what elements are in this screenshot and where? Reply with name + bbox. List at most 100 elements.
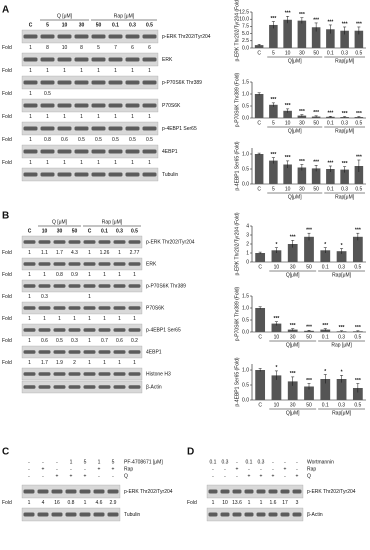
band xyxy=(57,172,72,177)
bar xyxy=(297,167,307,184)
group-label: Q[μM] xyxy=(286,342,300,348)
fold-value: 1 xyxy=(131,68,134,74)
condition-value: 0.1 xyxy=(246,459,253,465)
fold-value: 1 xyxy=(212,500,215,506)
condition-value: + xyxy=(56,473,59,479)
condition-value: - xyxy=(112,473,114,479)
band xyxy=(256,489,266,494)
band xyxy=(83,385,96,389)
condition-value: - xyxy=(236,473,238,479)
condition-value: + xyxy=(236,466,239,472)
band xyxy=(53,284,66,288)
fold-value: 0.5 xyxy=(129,137,136,143)
band xyxy=(91,149,106,154)
band xyxy=(91,103,106,108)
blot-strip xyxy=(21,144,159,159)
bar xyxy=(340,117,349,118)
x-tick-label: C xyxy=(258,264,262,270)
band xyxy=(57,80,72,85)
band xyxy=(51,512,63,517)
bar xyxy=(255,253,266,262)
significance: *** xyxy=(342,161,348,167)
significance: *** xyxy=(285,103,291,109)
band xyxy=(53,240,66,244)
y-tick-label: 2 xyxy=(246,241,249,247)
band xyxy=(38,284,51,288)
band xyxy=(220,489,230,494)
band xyxy=(38,350,51,354)
fold-value: 6 xyxy=(148,45,151,51)
blot-strip xyxy=(21,75,159,90)
x-tick-label: 50 xyxy=(306,334,312,340)
x-tick-label: 0.1 xyxy=(327,50,334,56)
x-tick-label: 50 xyxy=(313,186,319,192)
x-tick-label: 10 xyxy=(274,334,280,340)
blot-strip xyxy=(21,279,143,293)
x-tick-label: 30 xyxy=(299,120,305,126)
fold-value: 1 xyxy=(103,316,106,322)
lane-label: 50 xyxy=(96,22,102,28)
band xyxy=(74,172,89,177)
bar xyxy=(269,104,278,118)
condition-value: 1 xyxy=(98,459,101,465)
band xyxy=(74,103,89,108)
fold-value: 2.9 xyxy=(110,500,117,506)
significance: *** xyxy=(274,316,280,322)
band xyxy=(256,512,266,517)
blot-strip xyxy=(21,52,159,67)
band xyxy=(68,262,81,266)
fold-value: 1 xyxy=(80,114,83,120)
fold-label: Fold xyxy=(2,500,12,506)
condition-value: + xyxy=(98,466,101,472)
fold-value: 0.5 xyxy=(146,137,153,143)
band xyxy=(40,80,55,85)
band xyxy=(65,489,77,494)
band xyxy=(23,149,38,154)
bar xyxy=(326,116,335,118)
band xyxy=(91,172,106,177)
condition-value: + xyxy=(42,466,45,472)
y-tick-label: 1.0 xyxy=(242,305,249,311)
lane-label: 10 xyxy=(62,22,68,28)
condition-value: - xyxy=(28,466,30,472)
x-tick-label: 50 xyxy=(306,402,312,408)
blot-strip xyxy=(21,29,159,44)
fold-value: 0.8 xyxy=(44,137,51,143)
lane-label: C xyxy=(28,228,32,234)
bar xyxy=(297,20,307,48)
band xyxy=(244,512,254,517)
condition-value: + xyxy=(260,473,263,479)
bar xyxy=(326,169,335,184)
fold-label: Fold xyxy=(2,137,12,143)
group-label: Rap[μM] xyxy=(335,194,355,200)
band xyxy=(113,372,126,376)
fold-label: Fold xyxy=(2,294,12,300)
band xyxy=(128,372,141,376)
x-tick-label: 0.5 xyxy=(355,186,362,192)
fold-value: 1 xyxy=(29,68,32,74)
bar xyxy=(287,329,298,332)
band xyxy=(57,34,72,39)
lane-label: 0.3 xyxy=(129,22,136,28)
x-tick-label: 0.5 xyxy=(355,120,362,126)
significance: *** xyxy=(322,323,328,329)
condition-value: - xyxy=(224,466,226,472)
bar xyxy=(340,30,349,48)
band xyxy=(128,385,141,389)
fold-value: 1 xyxy=(97,68,100,74)
fold-value: 1 xyxy=(46,160,49,166)
fold-value: 1 xyxy=(73,316,76,322)
panel-label: C xyxy=(2,447,9,458)
y-tick-label: 0.0 xyxy=(242,397,249,403)
condition-value: - xyxy=(284,473,286,479)
lane-label: 0.1 xyxy=(101,228,108,234)
condition-value: - xyxy=(212,473,214,479)
fold-value: 1.1 xyxy=(41,250,48,256)
significance: *** xyxy=(313,110,319,116)
x-tick-label: 0.1 xyxy=(322,334,329,340)
x-tick-label: 0.3 xyxy=(341,186,348,192)
fold-value: 1 xyxy=(248,500,251,506)
bar xyxy=(336,251,347,262)
x-tick-label: C xyxy=(258,402,262,408)
band xyxy=(113,350,126,354)
